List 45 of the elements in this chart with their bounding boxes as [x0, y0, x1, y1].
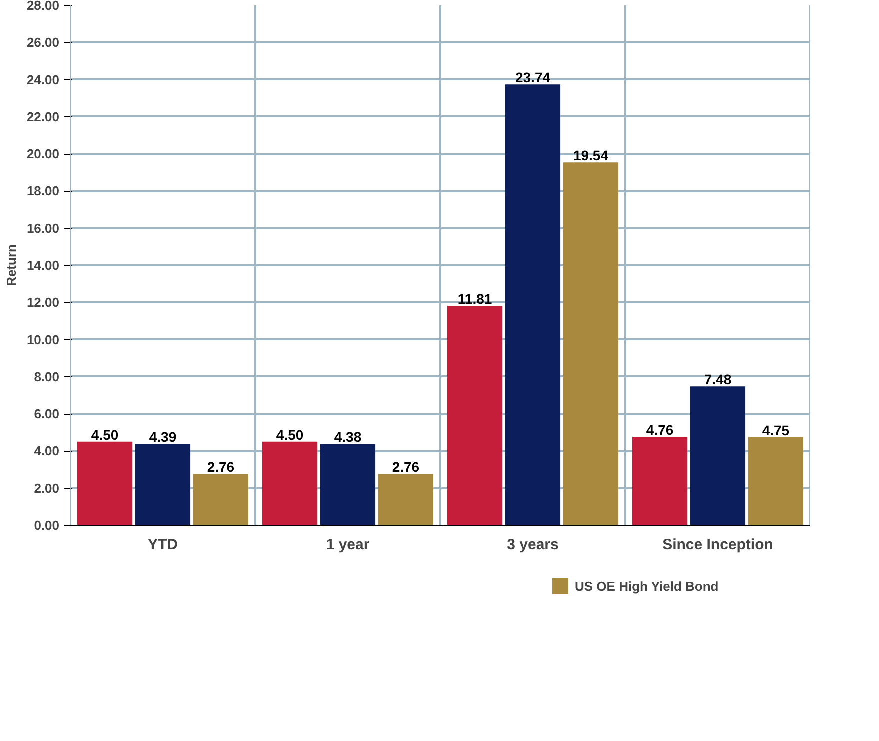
y-tick-label: 6.00: [34, 406, 60, 422]
y-axis-title: Return: [4, 244, 19, 286]
y-tick-label: 26.00: [26, 35, 60, 50]
bar: [748, 437, 804, 526]
bar: [690, 386, 746, 526]
y-tick-label: 12.00: [26, 295, 60, 310]
y-tick-label: 28.00: [26, 0, 60, 13]
data-label: 4.50: [91, 426, 119, 443]
x-tick-label: 1 year: [326, 536, 370, 554]
legend-label: US OE High Yield Bond: [575, 578, 719, 594]
bar: [378, 474, 434, 526]
data-label: 4.76: [646, 422, 674, 438]
x-tick-label: 3 years: [507, 536, 559, 554]
data-label: 23.74: [515, 70, 551, 86]
bar: [193, 474, 248, 526]
bar: [135, 444, 191, 526]
bar: [448, 306, 503, 526]
data-label: 4.38: [334, 429, 362, 446]
data-label: 4.75: [762, 422, 790, 438]
y-tick-label: 20.00: [26, 146, 60, 162]
bar: [563, 162, 618, 526]
y-tick-label: 14.00: [26, 258, 60, 273]
bar: [632, 437, 688, 526]
y-tick-label: 2.00: [34, 480, 60, 496]
data-label: 2.76: [207, 459, 235, 476]
y-tick-label: 24.00: [26, 72, 60, 88]
y-tick-label: 22.00: [26, 109, 60, 124]
data-label: 19.54: [573, 148, 609, 164]
y-tick-label: 10.00: [26, 332, 60, 348]
data-label: 2.76: [392, 459, 420, 476]
bar: [320, 444, 376, 526]
data-label: 4.50: [276, 426, 304, 443]
x-tick-label: Since Inception: [662, 536, 774, 554]
y-tick-label: 0.00: [34, 518, 60, 533]
y-tick-label: 8.00: [34, 369, 60, 384]
bar: [505, 84, 561, 526]
data-label: 11.81: [458, 291, 492, 308]
data-label: 7.48: [704, 372, 732, 388]
y-tick-label: 4.00: [34, 444, 60, 459]
y-tick-label: 18.00: [26, 184, 60, 199]
bar: [78, 442, 133, 526]
y-tick-label: 16.00: [26, 220, 60, 236]
data-label: 4.39: [149, 428, 177, 445]
bar: [262, 442, 318, 526]
x-tick-label: YTD: [148, 536, 178, 554]
